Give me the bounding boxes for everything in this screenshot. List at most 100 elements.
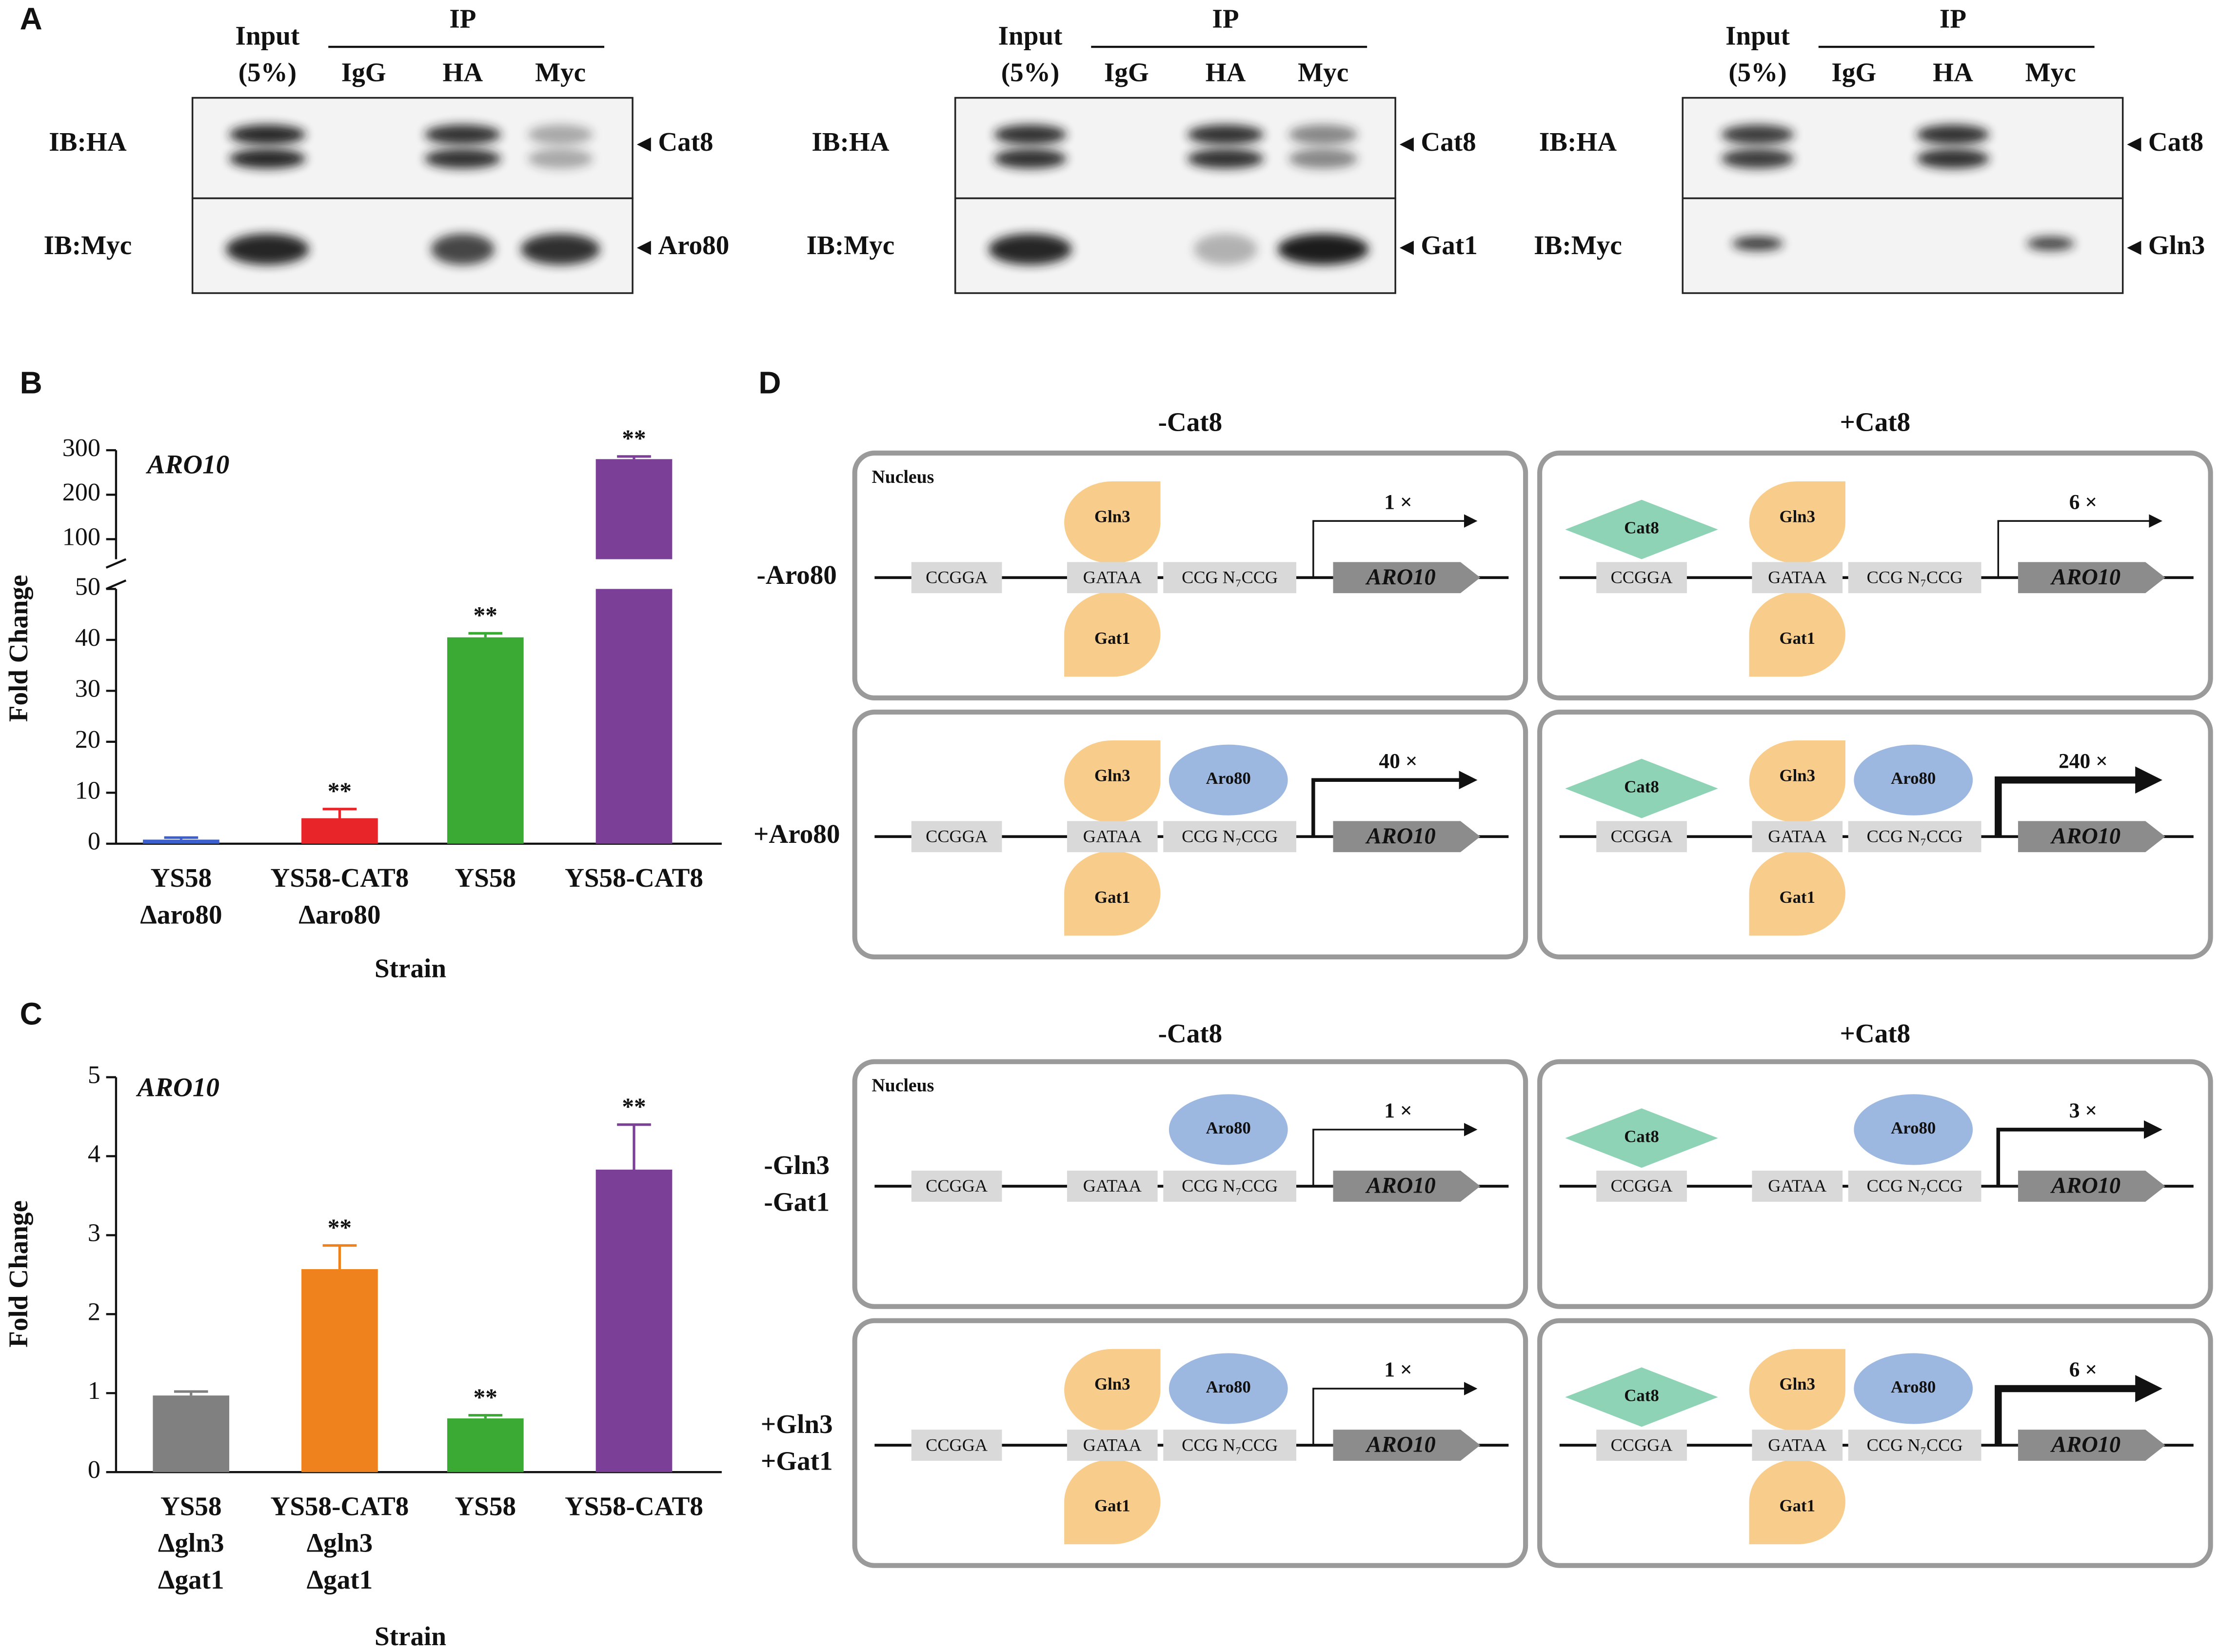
- axis-break: [105, 558, 127, 569]
- lane-header: (5%): [238, 58, 297, 87]
- binding-site-label: CCGGA: [1611, 1435, 1673, 1454]
- x-axis-label: Strain: [375, 1621, 446, 1651]
- error-bar: [468, 632, 503, 637]
- band: [1721, 148, 1794, 169]
- gene: [1333, 1171, 1481, 1202]
- x-tick-label: YS58-CAT8: [271, 1491, 409, 1521]
- error-bar: [617, 1123, 651, 1170]
- x-tick-label: YS58: [160, 1491, 222, 1521]
- protein-label: Cat8: [1624, 518, 1659, 537]
- promoter-arrowhead: [1459, 771, 1478, 790]
- binding-site-label: CCGGA: [1611, 1176, 1673, 1195]
- target-label: Gln3: [2148, 230, 2205, 260]
- panel-label: B: [20, 365, 42, 400]
- protein-aro80: [1854, 1353, 1973, 1424]
- row-label: +Gat1: [761, 1446, 833, 1475]
- gene: [1333, 821, 1481, 853]
- binding-site: [1752, 1171, 1843, 1202]
- binding-site-label: CCG N₇CCG: [1182, 1435, 1278, 1454]
- protein-label: Gat1: [1780, 629, 1815, 648]
- y-tick-label: 0: [88, 1455, 100, 1484]
- binding-site: [1067, 1430, 1158, 1461]
- bar: [301, 1269, 378, 1473]
- fold-label: 1 ×: [1384, 1099, 1412, 1122]
- protein-lobe: [1749, 1349, 1845, 1432]
- y-tick-label: 3: [88, 1218, 100, 1247]
- binding-site-label: CCGGA: [926, 826, 988, 846]
- gene-label: ARO10: [1365, 1174, 1436, 1198]
- x-tick-label: YS58-CAT8: [565, 1491, 703, 1521]
- bar: [595, 459, 673, 559]
- gene-label: ARO10: [1365, 1433, 1436, 1457]
- promoter-arrow: [1995, 1385, 2146, 1446]
- binding-site: [1848, 562, 1981, 594]
- gene-label: ARO10: [1365, 824, 1436, 849]
- chart-title: ARO10: [136, 1072, 219, 1102]
- bar: [143, 839, 219, 844]
- fold-label: 6 ×: [2069, 1358, 2097, 1381]
- target-label: Cat8: [2148, 127, 2203, 157]
- binding-site: [1848, 1171, 1981, 1202]
- significance-label: **: [622, 425, 646, 452]
- y-tick-label: 0: [88, 827, 100, 856]
- protein-aro80: [1169, 1094, 1288, 1165]
- y-tick-label: 10: [75, 776, 100, 804]
- band: [2026, 236, 2075, 251]
- error-bar: [617, 455, 651, 459]
- binding-site: [1848, 821, 1981, 853]
- target-label: Gat1: [1421, 230, 1477, 260]
- band: [1288, 124, 1358, 145]
- fold-label: 1 ×: [1384, 490, 1412, 514]
- column-header: -Cat8: [1158, 407, 1223, 437]
- axis-break: [105, 579, 127, 590]
- y-tick-label: 50: [75, 572, 100, 600]
- protein-lobe: [1064, 851, 1161, 936]
- binding-site-label: CCGGA: [1611, 567, 1673, 587]
- promoter-arrow: [1997, 520, 2154, 578]
- row-label: IB:HA: [1539, 127, 1617, 157]
- ip-header: IP: [449, 3, 476, 33]
- binding-site-label: CCGGA: [926, 1435, 988, 1454]
- gene: [2018, 562, 2165, 594]
- lane-label: HA: [1206, 58, 1246, 87]
- significance-label: **: [474, 602, 497, 629]
- nucleus-label: Nucleus: [872, 1075, 934, 1096]
- binding-site-label: GATAA: [1083, 1435, 1142, 1454]
- band: [1193, 234, 1257, 265]
- band: [229, 124, 306, 145]
- binding-site-label: CCG N₇CCG: [1867, 826, 1963, 846]
- x-tick-label: Δaro80: [140, 899, 222, 929]
- binding-site: [911, 562, 1002, 594]
- binding-site-label: GATAA: [1083, 1176, 1142, 1195]
- target-arrow: [636, 240, 651, 255]
- error-bar: [468, 1413, 503, 1419]
- promoter-arrow: [1312, 1129, 1469, 1187]
- protein-label: Gln3: [1094, 1374, 1130, 1393]
- promoter-arrowhead: [2135, 766, 2162, 794]
- ip-header: IP: [1940, 3, 1966, 33]
- x-tick-label: YS58: [455, 863, 516, 893]
- binding-site-label: CCG N₇CCG: [1182, 1176, 1278, 1195]
- band: [1917, 148, 1989, 169]
- chart-title: ARO10: [146, 450, 229, 479]
- binding-site: [1163, 821, 1297, 853]
- gene-label: ARO10: [2050, 565, 2120, 590]
- binding-site-label: CCG N₇CCG: [1867, 567, 1963, 587]
- fold-label: 3 ×: [2069, 1099, 2097, 1122]
- row-label: +Aro80: [753, 819, 840, 849]
- protein-label: Gat1: [1094, 629, 1130, 648]
- x-tick-label: YS58-CAT8: [271, 863, 409, 893]
- bar: [301, 818, 378, 844]
- y-tick-label: 20: [75, 725, 100, 754]
- gene-label: ARO10: [1365, 565, 1436, 590]
- protein-label: Cat8: [1624, 1127, 1659, 1146]
- lane-label: Myc: [535, 58, 586, 87]
- error-bar: [322, 1244, 357, 1270]
- protein-lobe: [1749, 592, 1845, 677]
- lane-label: Myc: [1298, 58, 1348, 87]
- promoter-arrowhead: [1464, 514, 1478, 528]
- row-label: IB:HA: [49, 127, 126, 157]
- binding-site-label: CCGGA: [1611, 826, 1673, 846]
- binding-site: [1596, 562, 1687, 594]
- binding-site-label: GATAA: [1768, 1176, 1826, 1195]
